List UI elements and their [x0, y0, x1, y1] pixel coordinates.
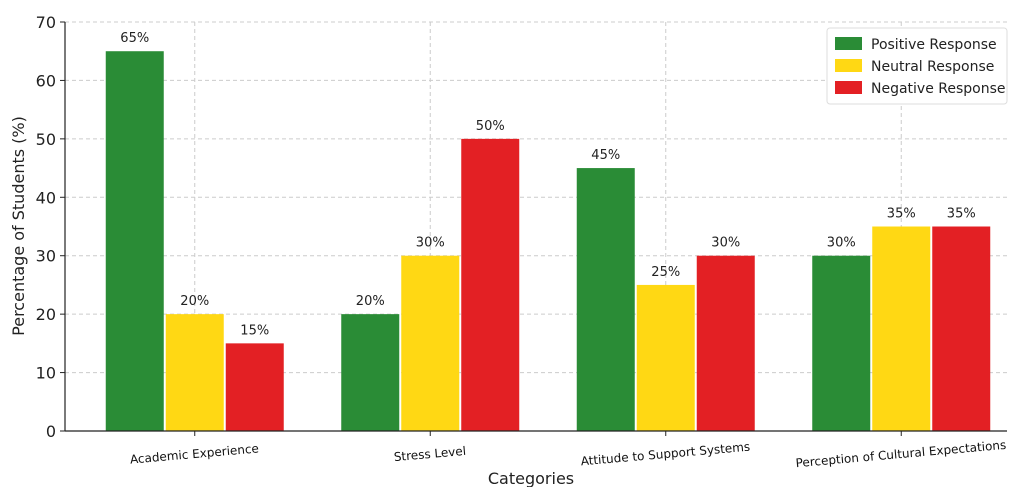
- bar-neutral-response-1: [165, 314, 224, 431]
- y-tick-label: 20: [36, 305, 56, 324]
- data-label: 15%: [240, 323, 269, 338]
- data-label: 65%: [120, 31, 149, 46]
- data-label: 25%: [651, 265, 680, 280]
- bar-positive-response-1: [105, 51, 164, 431]
- data-label: 30%: [711, 236, 740, 251]
- legend-label: Positive Response: [871, 37, 997, 53]
- bar-negative-response-3: [696, 255, 755, 431]
- y-axis-title: Percentage of Students (%): [9, 116, 28, 336]
- legend-swatch: [835, 37, 862, 50]
- legend-box: [826, 27, 1008, 105]
- y-tick-label: 10: [36, 364, 56, 383]
- bar-positive-response-2: [341, 314, 400, 431]
- legend-swatch: [835, 59, 862, 72]
- data-label: 35%: [947, 207, 976, 222]
- data-label: 45%: [591, 148, 620, 163]
- data-label: 20%: [180, 294, 209, 309]
- bar-negative-response-1: [225, 343, 284, 431]
- bar-negative-response-2: [461, 138, 520, 431]
- bar-positive-response-3: [576, 168, 635, 432]
- y-tick-label: 70: [36, 13, 56, 32]
- x-axis-title: Categories: [488, 469, 574, 487]
- x-tick-label: Academic Experience: [129, 441, 259, 466]
- legend: Positive Response Neutral Response Negativ…: [826, 27, 1008, 105]
- data-label: 35%: [887, 207, 916, 222]
- y-tick-label: 30: [36, 247, 56, 266]
- data-labels-layer: 65% 20% 15% 20% 30% 50% 45% 25% 30% 30% 35% 35%: [120, 31, 975, 338]
- bar-neutral-response-2: [401, 255, 460, 431]
- x-tick-label: Attitude to Support Systems: [580, 440, 751, 469]
- y-tick-label: 40: [36, 188, 56, 207]
- data-label: 20%: [356, 294, 385, 309]
- legend-swatch: [835, 81, 862, 94]
- x-tick-label: Perception of Cultural Expectations: [795, 438, 1007, 470]
- y-tick-label: 0: [46, 422, 56, 441]
- legend-label: Neutral Response: [871, 59, 994, 75]
- bar-neutral-response-3: [636, 284, 695, 431]
- data-label: 30%: [827, 236, 856, 251]
- bar-negative-response-4: [932, 226, 991, 431]
- y-tick-label: 60: [36, 71, 56, 90]
- y-tick-label: 50: [36, 130, 56, 149]
- data-label: 50%: [476, 119, 505, 134]
- legend-label: Negative Response: [871, 81, 1006, 97]
- data-label: 30%: [416, 236, 445, 251]
- bar-positive-response-4: [812, 255, 871, 431]
- bar-neutral-response-4: [872, 226, 931, 431]
- bars-layer: [105, 51, 991, 432]
- x-tick-label: Stress Level: [393, 444, 466, 464]
